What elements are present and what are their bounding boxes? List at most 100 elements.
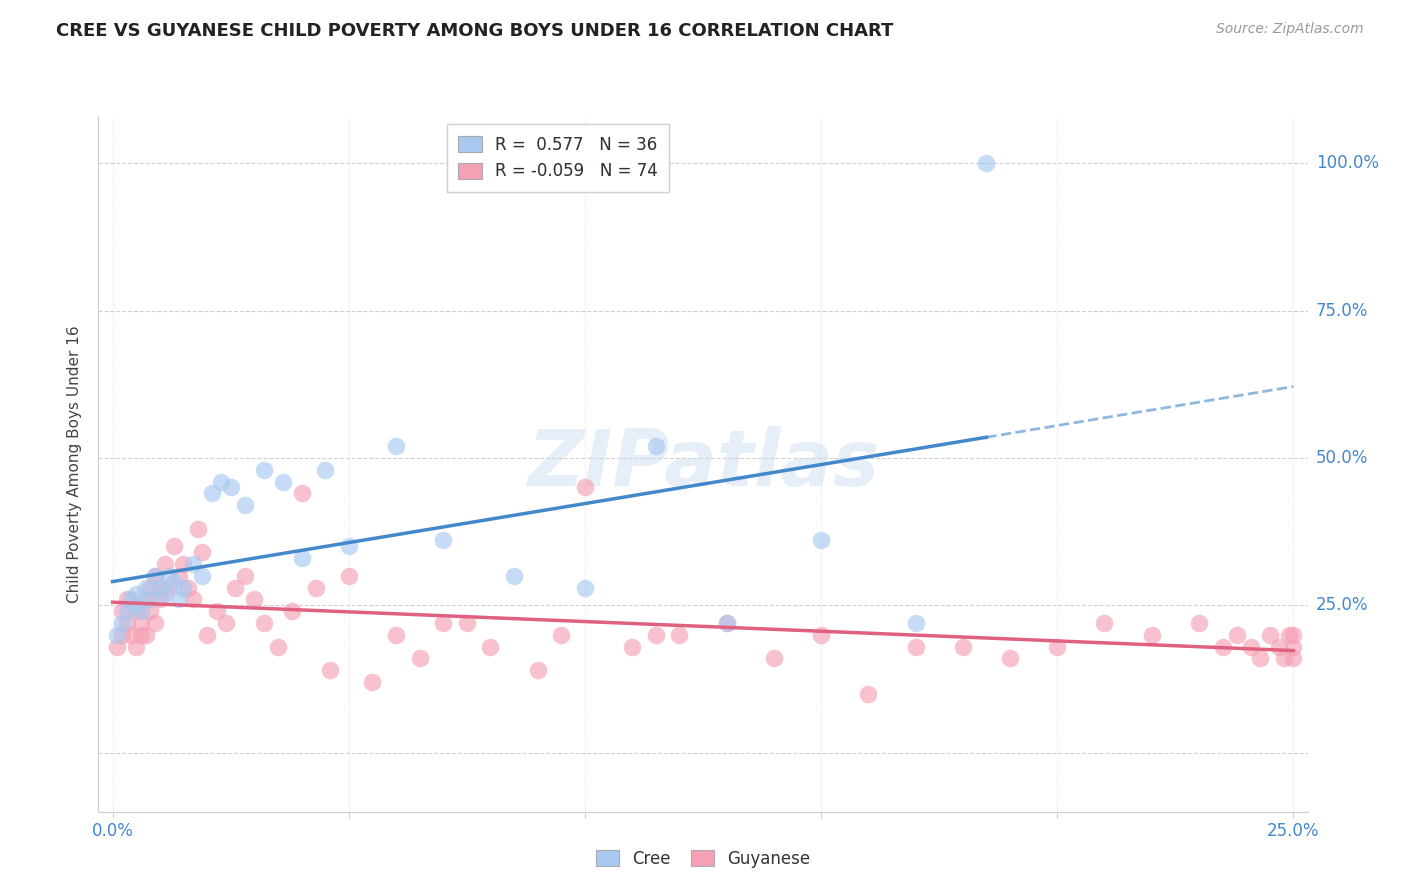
- Legend: R =  0.577   N = 36, R = -0.059   N = 74: R = 0.577 N = 36, R = -0.059 N = 74: [447, 124, 669, 192]
- Point: [574, 581, 596, 595]
- Point: [385, 628, 408, 642]
- Point: [904, 615, 927, 630]
- Point: [976, 156, 998, 170]
- Point: [181, 592, 204, 607]
- Point: [1268, 640, 1291, 654]
- Point: [125, 586, 148, 600]
- Point: [998, 651, 1021, 665]
- Point: [149, 592, 172, 607]
- Point: [219, 480, 242, 494]
- Text: CREE VS GUYANESE CHILD POVERTY AMONG BOYS UNDER 16 CORRELATION CHART: CREE VS GUYANESE CHILD POVERTY AMONG BOY…: [56, 22, 894, 40]
- Point: [167, 569, 190, 583]
- Point: [135, 592, 157, 607]
- Point: [233, 569, 256, 583]
- Point: [121, 628, 143, 642]
- Text: 50.0%: 50.0%: [1316, 449, 1368, 467]
- Point: [215, 615, 238, 630]
- Point: [290, 486, 312, 500]
- Point: [574, 480, 596, 494]
- Point: [129, 615, 152, 630]
- Point: [143, 569, 166, 583]
- Point: [163, 540, 186, 554]
- Point: [149, 581, 172, 595]
- Point: [125, 640, 148, 654]
- Point: [129, 628, 152, 642]
- Point: [1272, 651, 1295, 665]
- Point: [550, 628, 572, 642]
- Point: [716, 615, 738, 630]
- Point: [139, 592, 162, 607]
- Point: [253, 615, 276, 630]
- Point: [1046, 640, 1069, 654]
- Point: [191, 569, 214, 583]
- Point: [163, 574, 186, 589]
- Point: [479, 640, 502, 654]
- Point: [105, 628, 128, 642]
- Point: [233, 498, 256, 512]
- Point: [281, 604, 304, 618]
- Point: [115, 604, 138, 618]
- Point: [361, 675, 384, 690]
- Point: [904, 640, 927, 654]
- Point: [716, 615, 738, 630]
- Point: [1282, 651, 1305, 665]
- Point: [135, 628, 157, 642]
- Text: 25.0%: 25.0%: [1316, 597, 1368, 615]
- Point: [153, 557, 176, 571]
- Text: Source: ZipAtlas.com: Source: ZipAtlas.com: [1216, 22, 1364, 37]
- Point: [314, 463, 336, 477]
- Point: [111, 604, 134, 618]
- Point: [125, 599, 148, 613]
- Point: [172, 581, 194, 595]
- Point: [1282, 640, 1305, 654]
- Point: [224, 581, 246, 595]
- Point: [644, 628, 666, 642]
- Point: [810, 533, 832, 548]
- Point: [1140, 628, 1163, 642]
- Point: [187, 522, 209, 536]
- Point: [149, 581, 172, 595]
- Point: [290, 551, 312, 566]
- Point: [1240, 640, 1263, 654]
- Point: [181, 557, 204, 571]
- Text: ZIPatlas: ZIPatlas: [527, 425, 879, 502]
- Point: [762, 651, 785, 665]
- Point: [319, 663, 342, 677]
- Point: [157, 581, 180, 595]
- Point: [195, 628, 218, 642]
- Point: [337, 540, 360, 554]
- Point: [337, 569, 360, 583]
- Point: [408, 651, 430, 665]
- Point: [143, 615, 166, 630]
- Point: [810, 628, 832, 642]
- Point: [1249, 651, 1271, 665]
- Point: [1094, 615, 1116, 630]
- Y-axis label: Child Poverty Among Boys Under 16: Child Poverty Among Boys Under 16: [67, 325, 83, 603]
- Point: [209, 475, 232, 489]
- Point: [621, 640, 644, 654]
- Point: [111, 628, 134, 642]
- Point: [1282, 628, 1305, 642]
- Point: [139, 604, 162, 618]
- Point: [105, 640, 128, 654]
- Point: [267, 640, 290, 654]
- Point: [1226, 628, 1249, 642]
- Point: [153, 586, 176, 600]
- Point: [271, 475, 294, 489]
- Point: [172, 557, 194, 571]
- Point: [129, 604, 152, 618]
- Point: [432, 615, 454, 630]
- Point: [205, 604, 228, 618]
- Point: [305, 581, 328, 595]
- Point: [668, 628, 690, 642]
- Point: [191, 545, 214, 559]
- Point: [135, 581, 157, 595]
- Point: [526, 663, 548, 677]
- Point: [243, 592, 266, 607]
- Point: [115, 592, 138, 607]
- Point: [456, 615, 478, 630]
- Point: [952, 640, 974, 654]
- Point: [1188, 615, 1211, 630]
- Point: [177, 581, 200, 595]
- Point: [139, 581, 162, 595]
